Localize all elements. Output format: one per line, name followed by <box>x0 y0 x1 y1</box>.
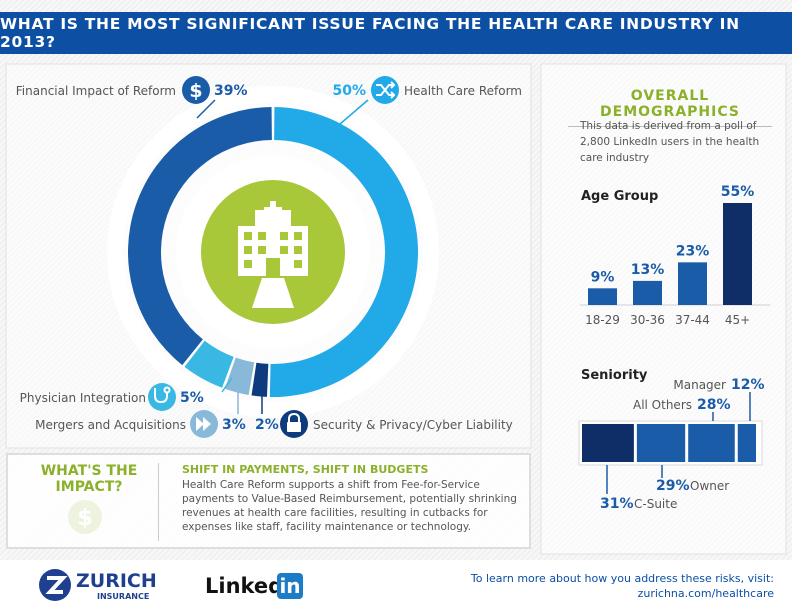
footer: ZURICH INSURANCE Linked in To learn more… <box>0 560 792 612</box>
age-bar <box>588 288 617 305</box>
callout-line-financial-impact <box>196 99 216 119</box>
seniority-value-all-others: 28% <box>697 397 731 413</box>
donut-slice-security-privacy-cyber-liability <box>251 362 269 397</box>
donut-outer-ring <box>107 86 439 418</box>
donut-slices <box>128 107 419 397</box>
zurich-logo-subtext: INSURANCE <box>97 592 150 601</box>
impact-body: Health Care Reform supports a shift from… <box>182 479 517 533</box>
slice-label-security: Security & Privacy/Cyber Liability <box>313 418 513 432</box>
slice-value-physician-integration: 5% <box>180 390 204 406</box>
seniority-title: Seniority <box>581 368 648 383</box>
seniority-label-all-others: All Others <box>633 398 692 412</box>
seniority-segment-all-others <box>688 424 735 462</box>
donut-slice-health-care-reform <box>269 107 419 397</box>
seniority-bars <box>582 424 756 462</box>
age-category-label: 37-44 <box>675 313 710 327</box>
demographics-panel <box>540 63 787 555</box>
slice-value-mergers: 3% <box>222 417 246 433</box>
age-bar-value-label: 9% <box>591 269 615 285</box>
dollar-icon <box>182 76 210 104</box>
seniority-segment-manager <box>737 424 756 462</box>
slice-label-health-care-reform: Health Care Reform <box>404 84 522 98</box>
svg-text:$: $ <box>189 80 202 102</box>
seniority-segment-c-suite <box>582 424 634 462</box>
donut-slice-physician-integration <box>184 340 234 388</box>
seniority-value-manager: 12% <box>731 377 765 393</box>
age-bar <box>723 203 752 305</box>
age-bars: 9% 18-29 13% 30-36 23% 37-44 55% 45+ <box>585 184 754 327</box>
impact-divider <box>158 463 159 541</box>
seniority-label-owner: Owner <box>690 479 729 493</box>
demographics-title: OVERALL DEMOGRAPHICS <box>568 88 772 127</box>
age-bar-value-label: 13% <box>631 262 665 278</box>
seniority-label-manager: Manager <box>673 378 726 392</box>
zurich-logo-icon <box>39 569 71 601</box>
impact-subheading: SHIFT IN PAYMENTS, SHIFT IN BUDGETS <box>182 463 429 476</box>
impact-box: WHAT'S THE IMPACT? SHIFT IN PAYMENTS, SH… <box>6 453 531 549</box>
slice-label-physician-integration: Physician Integration <box>20 391 146 405</box>
footer-link[interactable]: zurichna.com/healthcare <box>637 587 774 600</box>
age-bar <box>678 262 707 305</box>
seniority-segment-owner <box>636 424 686 462</box>
callout-line-health-care-reform <box>339 99 369 125</box>
callout-line-physician-integration <box>221 377 233 393</box>
donut-slice-mergers-and-acquisitions <box>224 357 255 395</box>
age-bar-value-label: 23% <box>676 243 710 259</box>
linkedin-logo-text: Linked <box>205 574 284 598</box>
footer-cta: To learn more about how you address thes… <box>470 572 774 585</box>
age-category-label: 30-36 <box>630 313 665 327</box>
demographics-note: This data is derived from a poll of 2,80… <box>580 120 760 164</box>
age-category-label: 45+ <box>725 313 750 327</box>
age-category-label: 18-29 <box>585 313 620 327</box>
zurich-logo-text: ZURICH <box>76 570 157 592</box>
slice-value-health-care-reform: 50% <box>332 83 366 99</box>
title-banner: WHAT IS THE MOST SIGNIFICANT ISSUE FACIN… <box>0 12 792 54</box>
hospital-icon <box>238 201 308 308</box>
page-title: WHAT IS THE MOST SIGNIFICANT ISSUE FACIN… <box>0 15 740 51</box>
age-group-title: Age Group <box>581 189 659 204</box>
seniority-value-c-suite: 31% <box>600 496 634 512</box>
impact-heading: WHAT'S THE IMPACT? <box>40 463 138 495</box>
slice-value-security: 2% <box>255 417 279 433</box>
donut-slice-financial-impact-of-reform <box>128 107 272 366</box>
linkedin-logo-box: in <box>277 573 303 599</box>
age-bar-value-label: 55% <box>721 184 755 200</box>
seniority-value-owner: 29% <box>656 478 690 494</box>
age-bar <box>633 280 662 305</box>
slice-label-mergers: Mergers and Acquisitions <box>35 418 186 432</box>
seniority-label-c-suite: C-Suite <box>634 497 677 511</box>
slice-label-financial-impact: Financial Impact of Reform <box>16 84 176 98</box>
slice-value-financial-impact: 39% <box>214 83 248 99</box>
stethoscope-icon <box>148 383 176 411</box>
